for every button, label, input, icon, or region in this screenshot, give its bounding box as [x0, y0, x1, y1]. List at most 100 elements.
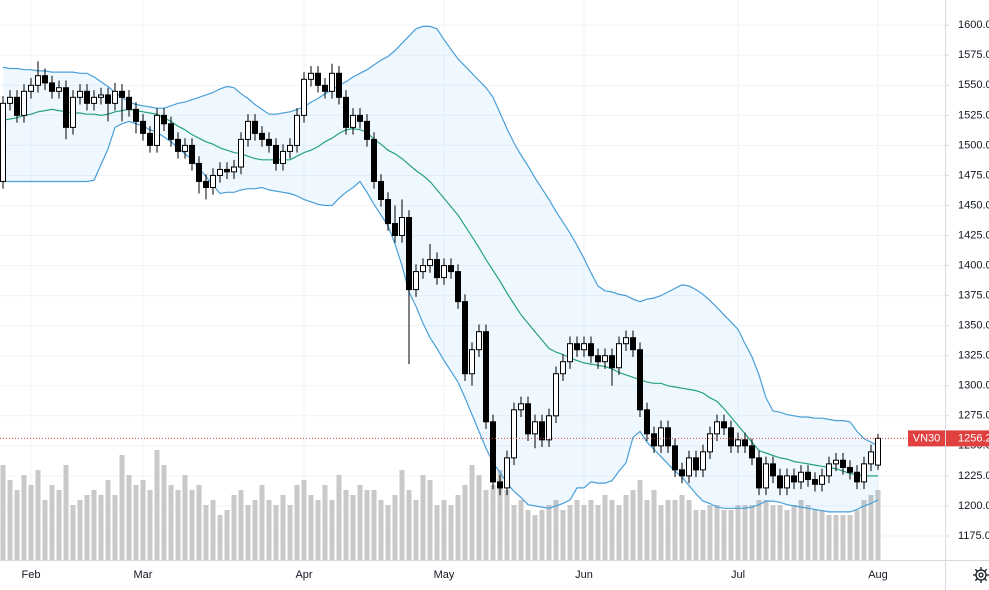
candle-body	[189, 144, 195, 164]
volume-bar	[224, 510, 230, 560]
candle-body	[455, 271, 461, 303]
band-lower	[3, 120, 879, 513]
volume-bar	[588, 500, 594, 560]
candle-body	[819, 475, 825, 485]
candle-body	[266, 138, 272, 146]
candle-body	[469, 349, 475, 375]
candle-body	[357, 114, 363, 122]
candle-body	[42, 75, 48, 84]
volume-bar	[791, 505, 797, 560]
candle-body	[560, 361, 566, 375]
candle-body	[308, 72, 314, 80]
volume-bar	[392, 495, 398, 560]
candle-body	[49, 82, 55, 92]
volume-bar	[280, 495, 286, 560]
x-tick-label: Jun	[575, 569, 593, 581]
volume-bar	[259, 485, 265, 560]
volume-bar	[721, 510, 727, 560]
volume-bar	[749, 505, 755, 560]
y-tick-label: 1450.0	[958, 199, 989, 211]
candle-body	[238, 138, 244, 168]
volume-bar	[756, 500, 762, 560]
candle-body	[609, 355, 615, 369]
candle-body	[483, 331, 489, 423]
y-tick-label: 1375.0	[958, 290, 989, 302]
candle-body	[777, 475, 783, 489]
candle-body	[525, 403, 531, 435]
volume-bar	[455, 495, 461, 560]
candle-body	[756, 457, 762, 489]
volume-bar	[490, 485, 496, 560]
band-upper	[2, 25, 879, 447]
volume-bar	[210, 500, 216, 560]
volume-bar	[833, 515, 839, 560]
candle-body	[315, 72, 321, 86]
candle-body	[420, 265, 426, 273]
volume-bar	[875, 490, 881, 560]
volume-bar	[861, 500, 867, 560]
candle-body	[581, 343, 587, 351]
candle-body	[763, 463, 769, 489]
volume-bar	[553, 500, 559, 560]
candle-body	[224, 168, 230, 173]
y-tick-label: 1300.0	[958, 380, 989, 392]
y-tick-label: 1275.0	[958, 410, 989, 422]
candle-body	[497, 481, 503, 489]
volume-bar	[518, 500, 524, 560]
candle-body	[392, 223, 398, 237]
volume-bar	[196, 485, 202, 560]
candle-body	[140, 120, 146, 134]
candle-body	[441, 265, 447, 279]
y-tick-label: 1550.0	[958, 79, 989, 91]
volume-bar	[91, 490, 97, 560]
settings-icon[interactable]	[973, 567, 989, 583]
candle-body	[644, 409, 650, 435]
volume-bar	[322, 485, 328, 560]
volume-bar	[147, 490, 153, 560]
volume-bar	[854, 510, 860, 560]
candle-body	[847, 466, 853, 473]
candle-body	[175, 138, 181, 152]
y-tick-label: 1475.0	[958, 169, 989, 181]
volume-bar	[728, 510, 734, 560]
candle-body	[749, 445, 755, 459]
volume-bar	[273, 505, 279, 560]
x-tick-label: Mar	[134, 569, 153, 581]
candle-body	[91, 96, 97, 104]
volume-bar	[434, 505, 440, 560]
volume-bar	[567, 505, 573, 560]
candle-body	[98, 94, 104, 98]
candle-body	[147, 132, 153, 146]
candle-body	[686, 457, 692, 477]
volume-bar	[35, 470, 41, 560]
candle-body	[252, 120, 258, 134]
volume-bar	[28, 485, 34, 560]
volume-bar	[315, 500, 321, 560]
volume-bar	[189, 490, 195, 560]
candles-layer	[0, 61, 908, 496]
candle-body	[364, 120, 370, 140]
candle-body	[567, 343, 573, 363]
volume-bar	[350, 495, 356, 560]
volume-bar	[735, 505, 741, 560]
candle-body	[7, 96, 13, 104]
volume-bar	[266, 500, 272, 560]
candle-body	[161, 114, 167, 125]
candle-body	[427, 259, 433, 267]
volume-bar	[133, 485, 139, 560]
candle-body	[21, 90, 27, 116]
candle-body	[112, 90, 118, 104]
volume-bar	[469, 465, 475, 560]
volume-bar	[238, 490, 244, 560]
candle-body	[588, 343, 594, 357]
candle-body	[833, 459, 839, 465]
volume-bar	[595, 505, 601, 560]
candle-body	[133, 108, 139, 122]
candle-body	[413, 271, 419, 291]
y-tick-label: 1575.0	[958, 49, 989, 61]
volume-bar	[140, 480, 146, 560]
volume-bar	[0, 465, 6, 560]
candle-body	[840, 459, 846, 468]
candle-body	[301, 78, 307, 116]
candle-body	[203, 180, 209, 188]
